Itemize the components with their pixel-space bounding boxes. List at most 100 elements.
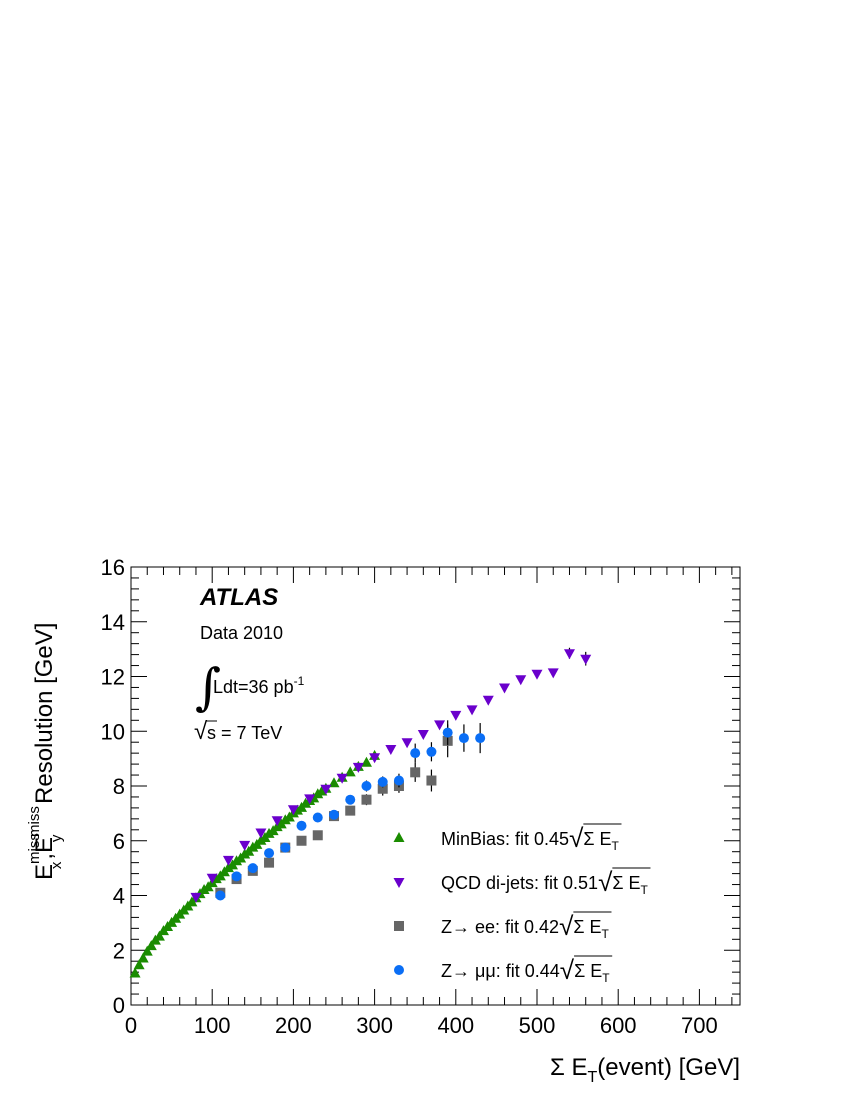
luminosity-label: Ldt=36 pb-1 — [213, 674, 305, 697]
data-point — [401, 738, 413, 749]
x-tick-label: 700 — [681, 1013, 718, 1038]
data-point — [336, 773, 348, 784]
svg-text:Emissx,Emissy Resolution [GeV]: Emissx,Emissy Resolution [GeV] — [26, 623, 65, 880]
data-point — [222, 855, 234, 866]
integral-symbol: ∫ — [195, 658, 221, 716]
data-point — [215, 890, 226, 901]
y-tick-label: 4 — [113, 884, 125, 909]
series-qcd-di-jets — [190, 647, 592, 903]
data-point — [377, 783, 388, 794]
data-point — [360, 756, 372, 767]
data-point — [280, 842, 291, 853]
data-point — [312, 812, 323, 823]
x-axis-title: Σ ET(event) [GeV] — [550, 1054, 740, 1086]
legend-label: Z→ μμ: fit 0.44√Σ ET — [441, 955, 610, 985]
legend: MinBias: fit 0.45√Σ ET QCD di-jets: fit 0… — [393, 823, 651, 985]
data-point — [547, 668, 559, 679]
data-markers — [129, 647, 592, 978]
data-point — [141, 945, 153, 956]
data-point — [563, 649, 575, 660]
legend-marker — [394, 965, 404, 975]
data-point — [417, 729, 429, 740]
data-point — [231, 871, 242, 882]
data-point — [352, 762, 364, 773]
data-point — [426, 775, 437, 786]
legend-label: Z→ ee: fit 0.42√Σ ET — [441, 911, 609, 941]
data-point — [255, 828, 267, 839]
y-tick-label: 8 — [113, 774, 125, 799]
legend-sqrt-content: Σ E — [612, 873, 640, 893]
data-point — [499, 683, 511, 694]
data-point — [137, 952, 149, 963]
data-point — [287, 805, 299, 816]
y-tick-label: 2 — [113, 938, 125, 963]
data-point — [320, 784, 332, 795]
y-tick-label: 16 — [101, 555, 125, 580]
series-z- — [215, 720, 486, 901]
x-tick-label: 100 — [194, 1013, 231, 1038]
data-point — [361, 781, 372, 791]
x-tick-label: 500 — [519, 1013, 556, 1038]
legend-sqrt-content: Σ E — [574, 961, 602, 981]
x-tick-label: 300 — [356, 1013, 393, 1038]
y-tick-label: 10 — [101, 719, 125, 744]
energy-label: s = 7 TeV — [207, 723, 282, 743]
data-point — [442, 727, 453, 738]
legend-marker — [393, 832, 405, 842]
data-point — [393, 775, 404, 786]
data-point — [296, 820, 307, 831]
data-point — [190, 892, 202, 903]
data-point — [515, 675, 527, 686]
x-tick-label: 200 — [275, 1013, 312, 1038]
y-tick-label: 14 — [101, 610, 125, 635]
x-tick-label: 400 — [437, 1013, 474, 1038]
data-point — [129, 967, 141, 978]
data-point — [264, 848, 275, 859]
data-point — [304, 794, 316, 805]
data-point — [466, 705, 478, 716]
data-point — [482, 695, 494, 706]
sqrt-symbol: √ — [194, 718, 208, 745]
data-point — [458, 733, 469, 744]
data-year-label: Data 2010 — [200, 623, 283, 643]
y-tick-label: 12 — [101, 665, 125, 690]
data-point — [296, 835, 307, 846]
data-point — [264, 857, 275, 868]
data-point — [206, 873, 218, 884]
legend-marker — [393, 878, 405, 888]
data-point — [377, 776, 388, 787]
atlas-label: ATLAS — [199, 584, 278, 611]
data-point — [312, 830, 323, 841]
data-point — [153, 930, 165, 941]
data-point — [145, 940, 157, 951]
data-point — [410, 767, 421, 778]
data-point — [580, 654, 592, 665]
legend-marker — [394, 921, 404, 931]
data-point — [239, 840, 251, 851]
data-point — [345, 794, 356, 805]
y-tick-label: 6 — [113, 829, 125, 854]
data-point — [385, 745, 397, 756]
data-point — [426, 746, 437, 757]
data-point — [450, 710, 462, 721]
y-axis-title: Emissx,Emissy Resolution [GeV] — [26, 623, 65, 880]
data-point — [369, 753, 381, 764]
y-tick-label: 0 — [113, 993, 125, 1018]
x-tick-label: 600 — [600, 1013, 637, 1038]
data-point — [271, 816, 283, 827]
data-point — [345, 805, 356, 816]
data-point — [133, 959, 145, 970]
legend-label: MinBias: fit 0.45√Σ ET — [441, 823, 619, 853]
legend-sqrt-content: Σ E — [573, 917, 601, 937]
data-point — [247, 863, 258, 874]
legend-sqrt-content: Σ E — [583, 829, 611, 849]
legend-label: QCD di-jets: fit 0.51√Σ ET — [441, 867, 648, 897]
data-point — [361, 794, 372, 805]
axis-ticks — [130, 566, 740, 1006]
data-point — [531, 669, 543, 680]
data-point — [410, 748, 421, 759]
data-point — [434, 720, 446, 731]
x-tick-label: 0 — [125, 1013, 137, 1038]
data-point — [329, 809, 339, 820]
